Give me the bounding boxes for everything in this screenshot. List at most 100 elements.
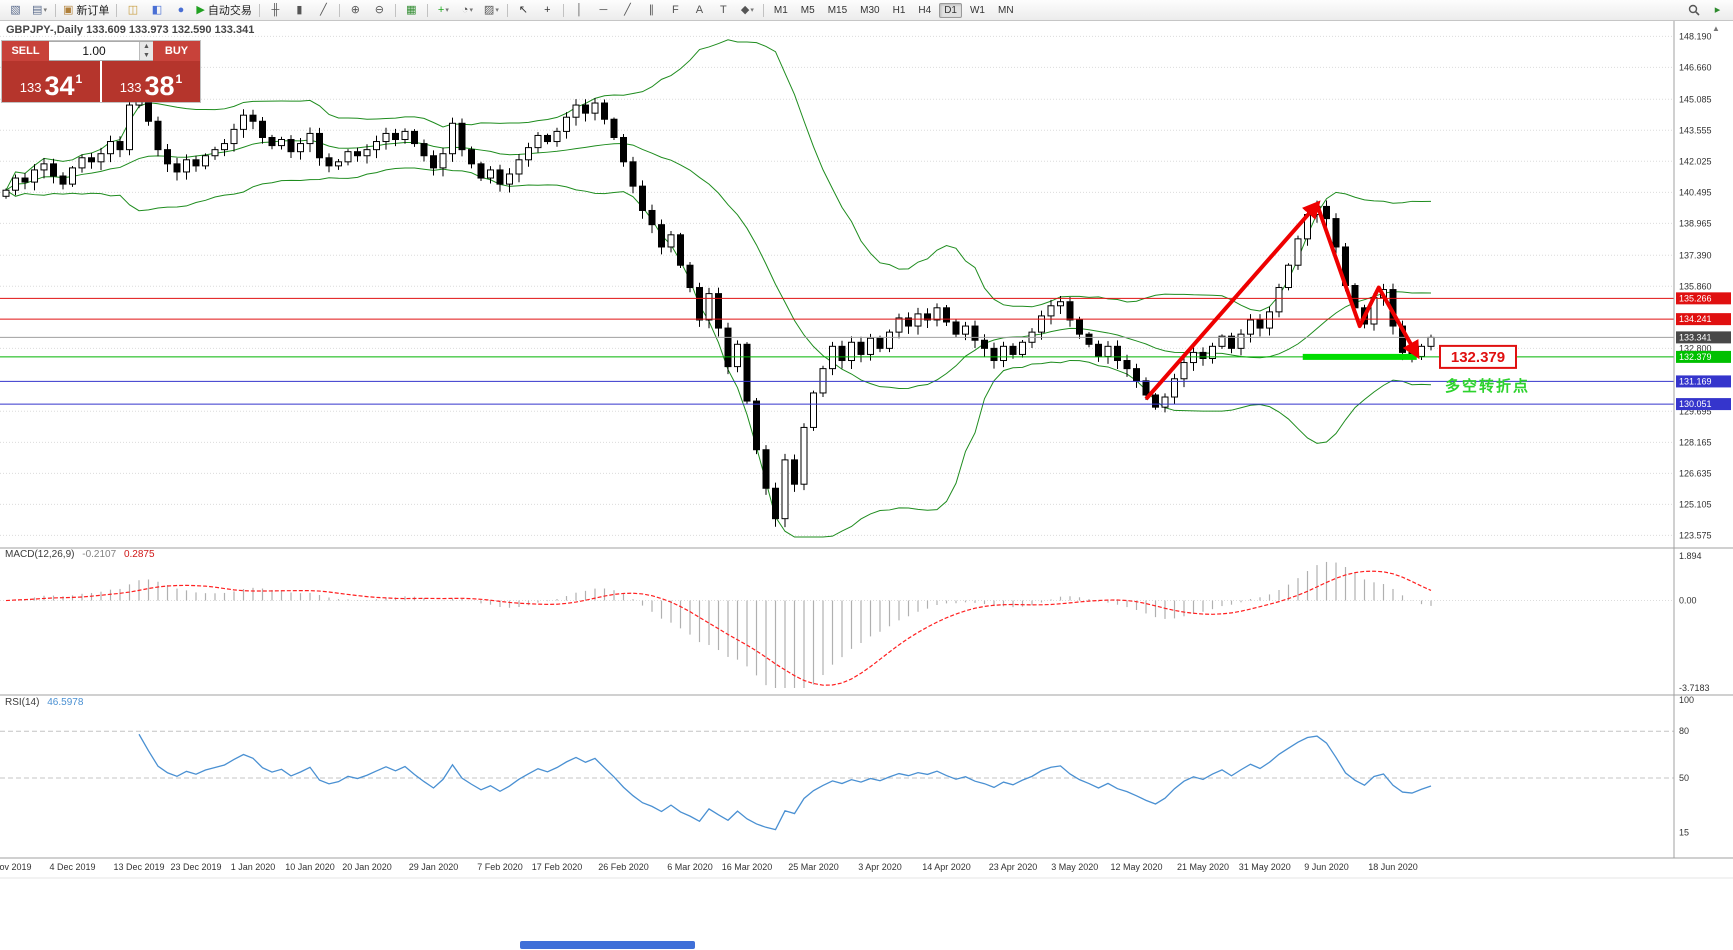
svg-text:26 Feb 2020: 26 Feb 2020: [598, 862, 649, 872]
timeframe-button-d1[interactable]: D1: [939, 2, 962, 18]
sell-button[interactable]: SELL: [2, 41, 49, 61]
sell-price-prefix: 133: [19, 80, 42, 95]
line-chart-mode-icon[interactable]: ╱: [320, 3, 327, 16]
volume-spin-buttons: ▲ ▼: [139, 42, 153, 60]
volume-stepper[interactable]: ▲ ▼: [49, 41, 153, 61]
timeframe-button-h1[interactable]: H1: [892, 4, 906, 16]
toolbar-separator: [338, 3, 340, 17]
time-axis[interactable]: 25 Nov 2019 4 Dec 2019 13 Dec 2019 23 Dec 2…: [0, 862, 1418, 872]
svg-text:132.800: 132.800: [1679, 343, 1712, 353]
svg-text:1.894: 1.894: [1679, 551, 1702, 561]
svg-text:4 Dec 2019: 4 Dec 2019: [49, 862, 95, 872]
terminal-icon[interactable]: ●: [177, 3, 185, 16]
turning-point-annotation[interactable]: 多空转折点: [1445, 377, 1530, 395]
autotrading-button[interactable]: ▶ 自动交易: [196, 3, 252, 17]
timeframe-button-m15[interactable]: M15: [827, 4, 848, 16]
svg-text:21 May 2020: 21 May 2020: [1177, 862, 1229, 872]
trade-panel-prices: 133 34 1 133 38 1: [2, 61, 200, 102]
candlestick-mode-icon[interactable]: ▮: [296, 3, 303, 16]
svg-text:131.169: 131.169: [1679, 376, 1712, 386]
timeframe-button-w1[interactable]: W1: [969, 4, 985, 16]
support-zone-segment[interactable]: [1302, 353, 1417, 360]
arrows-tool-icon[interactable]: ◆ ▾: [740, 3, 754, 16]
crosshair-icon[interactable]: +: [544, 3, 551, 16]
buy-button[interactable]: BUY: [153, 41, 200, 61]
timeframe-button-mn[interactable]: MN: [997, 4, 1014, 16]
tile-windows-icon[interactable]: ▦: [406, 3, 417, 16]
rsi-axis[interactable]: 100 80 50 15: [1679, 695, 1694, 838]
zoom-out-icon[interactable]: ⊖: [374, 3, 384, 16]
bullish-trend-arrow[interactable]: [1144, 200, 1321, 401]
price-axis[interactable]: 148.190 146.660 145.085 143.555 142.025 140.4…: [1679, 31, 1712, 540]
volume-increase-button[interactable]: ▲: [143, 43, 150, 50]
svg-text:143.555: 143.555: [1679, 125, 1712, 135]
macd-axis[interactable]: 1.894 0.00 -3.7183: [1679, 551, 1710, 693]
templates-icon[interactable]: ▨ ▾: [483, 3, 499, 16]
bottom-scrollbar-thumb[interactable]: [520, 941, 695, 949]
trade-panel-top-row: SELL ▲ ▼ BUY: [2, 41, 200, 61]
svg-text:142.025: 142.025: [1679, 156, 1712, 166]
text-icon[interactable]: A: [695, 3, 704, 16]
data-window-icon[interactable]: ◧: [151, 3, 163, 16]
quick-search-icon[interactable]: [1682, 1, 1705, 19]
support-price-label-box[interactable]: [1439, 344, 1517, 369]
fibonacci-icon[interactable]: F: [672, 3, 679, 16]
svg-text:9 Jun 2020: 9 Jun 2020: [1304, 862, 1349, 872]
indicators-icon[interactable]: + ▾: [437, 3, 449, 16]
svg-text:17 Feb 2020: 17 Feb 2020: [532, 862, 583, 872]
toolbar-separator: [426, 3, 428, 17]
price-tags[interactable]: 135.266 134.241 133.341 132.379 131.169 130.0…: [1676, 292, 1731, 411]
svg-text:7 Feb 2020: 7 Feb 2020: [477, 862, 523, 872]
panel-separators[interactable]: [0, 20, 1733, 879]
new-order-button[interactable]: ▣ 新订单: [63, 3, 110, 17]
chart-profiles-icon[interactable]: ▤ ▾: [32, 3, 47, 16]
horizontal-line-icon[interactable]: ─: [599, 3, 608, 16]
new-chart-icon[interactable]: ▧: [10, 3, 21, 16]
buy-price-prefix: 133: [119, 80, 142, 95]
cursor-icon[interactable]: ↖: [518, 3, 528, 16]
timeframe-button-h4[interactable]: H4: [918, 4, 932, 16]
macd-title: MACD(12,26,9): [5, 549, 75, 560]
macd-indicator-header: MACD(12,26,9) -0.2107 0.2875: [5, 549, 155, 560]
timeframe-button-m1[interactable]: M1: [773, 4, 788, 16]
svg-text:23 Dec 2019: 23 Dec 2019: [170, 862, 221, 872]
svg-text:134.241: 134.241: [1679, 314, 1712, 324]
toolbar-separator: [562, 3, 564, 17]
svg-text:123.575: 123.575: [1679, 530, 1712, 540]
scroll-up-icon[interactable]: ▲: [1712, 24, 1720, 33]
help-icon[interactable]: ▸: [1714, 3, 1721, 16]
macd-signal-line: [5, 570, 1432, 686]
svg-text:3 Apr 2020: 3 Apr 2020: [858, 862, 902, 872]
toolbar-separator: [258, 3, 260, 17]
buy-price-button[interactable]: 133 38 1: [102, 61, 200, 102]
vertical-line-icon[interactable]: │: [575, 3, 583, 16]
text-label-icon[interactable]: T: [720, 3, 727, 16]
sell-price-button[interactable]: 133 34 1: [2, 61, 100, 102]
svg-text:148.190: 148.190: [1679, 31, 1712, 41]
equidistant-channel-icon[interactable]: ∥: [648, 3, 655, 16]
timeframe-button-m30[interactable]: M30: [860, 4, 880, 16]
volume-input[interactable]: [49, 42, 139, 60]
svg-text:25 Mar 2020: 25 Mar 2020: [788, 862, 839, 872]
one-click-trading-panel: SELL ▲ ▼ BUY 133 34 1 133 38 1: [2, 41, 200, 102]
timeframe-button-m5[interactable]: M5: [800, 4, 815, 16]
svg-text:1 Jan 2020: 1 Jan 2020: [231, 862, 276, 872]
volume-decrease-button[interactable]: ▼: [143, 52, 150, 59]
buy-price-big: 38: [144, 71, 175, 102]
svg-text:140.495: 140.495: [1679, 187, 1712, 197]
toolbar-separator: [116, 3, 118, 17]
periods-icon[interactable]: ◔ ▾: [461, 3, 473, 16]
bearish-zigzag-arrow[interactable]: [1315, 203, 1420, 360]
sell-price-big: 34: [44, 71, 75, 102]
trendline-icon[interactable]: ╱: [624, 3, 631, 16]
macd-histogram: [14, 561, 1432, 688]
svg-text:145.085: 145.085: [1679, 94, 1712, 104]
symbol-ohlc-header: GBPJPY-,Daily 133.609 133.973 132.590 13…: [6, 24, 255, 36]
market-watch-icon[interactable]: ◫: [127, 3, 139, 16]
rsi-title: RSI(14): [5, 697, 40, 708]
rsi-line: [138, 733, 1432, 831]
zoom-in-icon[interactable]: ⊕: [350, 3, 360, 16]
bar-chart-mode-icon[interactable]: ╫: [271, 3, 280, 16]
